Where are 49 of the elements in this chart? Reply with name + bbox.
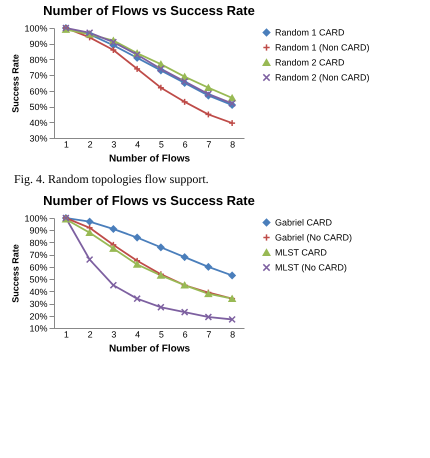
chart-title: Number of Flows vs Success Rate bbox=[43, 193, 255, 208]
x-tick-label: 7 bbox=[206, 140, 212, 150]
x-tick-label: 1 bbox=[64, 330, 69, 340]
y-tick-label: 20% bbox=[29, 311, 48, 322]
y-tick-label: 100% bbox=[24, 214, 48, 224]
x-tick-label: 7 bbox=[206, 330, 212, 340]
y-tick-label: 70% bbox=[29, 250, 48, 260]
caption: Fig. 4. Random topologies flow support. bbox=[14, 172, 209, 186]
x-tick-label: 8 bbox=[230, 330, 236, 340]
x-tick-label: 1 bbox=[64, 140, 69, 150]
y-tick-label: 70% bbox=[29, 70, 48, 81]
legend-label: MLST (No CARD) bbox=[275, 262, 347, 272]
y-tick-label: 60% bbox=[29, 86, 48, 96]
y-tick-label: 60% bbox=[29, 262, 48, 272]
legend-label: Random 2 CARD bbox=[275, 58, 346, 68]
y-axis-title: Success Rate bbox=[10, 54, 20, 113]
y-tick-label: 80% bbox=[29, 54, 48, 65]
y-tick-label: 30% bbox=[29, 299, 48, 310]
x-axis-title: Number of Flows bbox=[108, 344, 190, 354]
legend-label: Random 2 (Non CARD) bbox=[275, 72, 370, 82]
y-axis-title: Success Rate bbox=[10, 244, 20, 303]
x-tick-label: 3 bbox=[111, 330, 116, 340]
x-tick-label: 3 bbox=[111, 140, 116, 150]
x-tick-label: 4 bbox=[135, 140, 140, 150]
legend-label: Random 1 (Non CARD) bbox=[275, 42, 370, 52]
x-tick-label: 5 bbox=[158, 330, 164, 340]
y-tick-label: 50% bbox=[29, 274, 48, 285]
y-tick-label: 100% bbox=[24, 24, 48, 34]
y-tick-label: 30% bbox=[29, 134, 48, 144]
y-tick-label: 50% bbox=[29, 102, 48, 112]
x-tick-label: 6 bbox=[182, 140, 188, 150]
y-tick-label: 90% bbox=[29, 39, 48, 50]
legend-label: Gabriel CARD bbox=[275, 218, 333, 228]
y-tick-label: 40% bbox=[29, 118, 48, 128]
y-tick-label: 80% bbox=[29, 238, 48, 248]
x-axis-title: Number of Flows bbox=[108, 154, 190, 164]
x-tick-label: 2 bbox=[88, 330, 93, 340]
legend-label: Gabriel (No CARD) bbox=[275, 232, 352, 242]
x-tick-label: 6 bbox=[182, 330, 188, 340]
chart-title: Number of Flows vs Success Rate bbox=[43, 3, 255, 18]
x-tick-label: 2 bbox=[88, 140, 93, 150]
y-tick-label: 90% bbox=[29, 226, 48, 236]
x-tick-label: 5 bbox=[158, 140, 164, 150]
legend-label: MLST CARD bbox=[275, 248, 328, 258]
y-tick-label: 10% bbox=[29, 324, 48, 334]
y-tick-label: 40% bbox=[29, 286, 48, 297]
x-tick-label: 4 bbox=[135, 330, 140, 340]
x-tick-label: 8 bbox=[230, 140, 236, 150]
legend-label: Random 1 CARD bbox=[275, 28, 346, 38]
